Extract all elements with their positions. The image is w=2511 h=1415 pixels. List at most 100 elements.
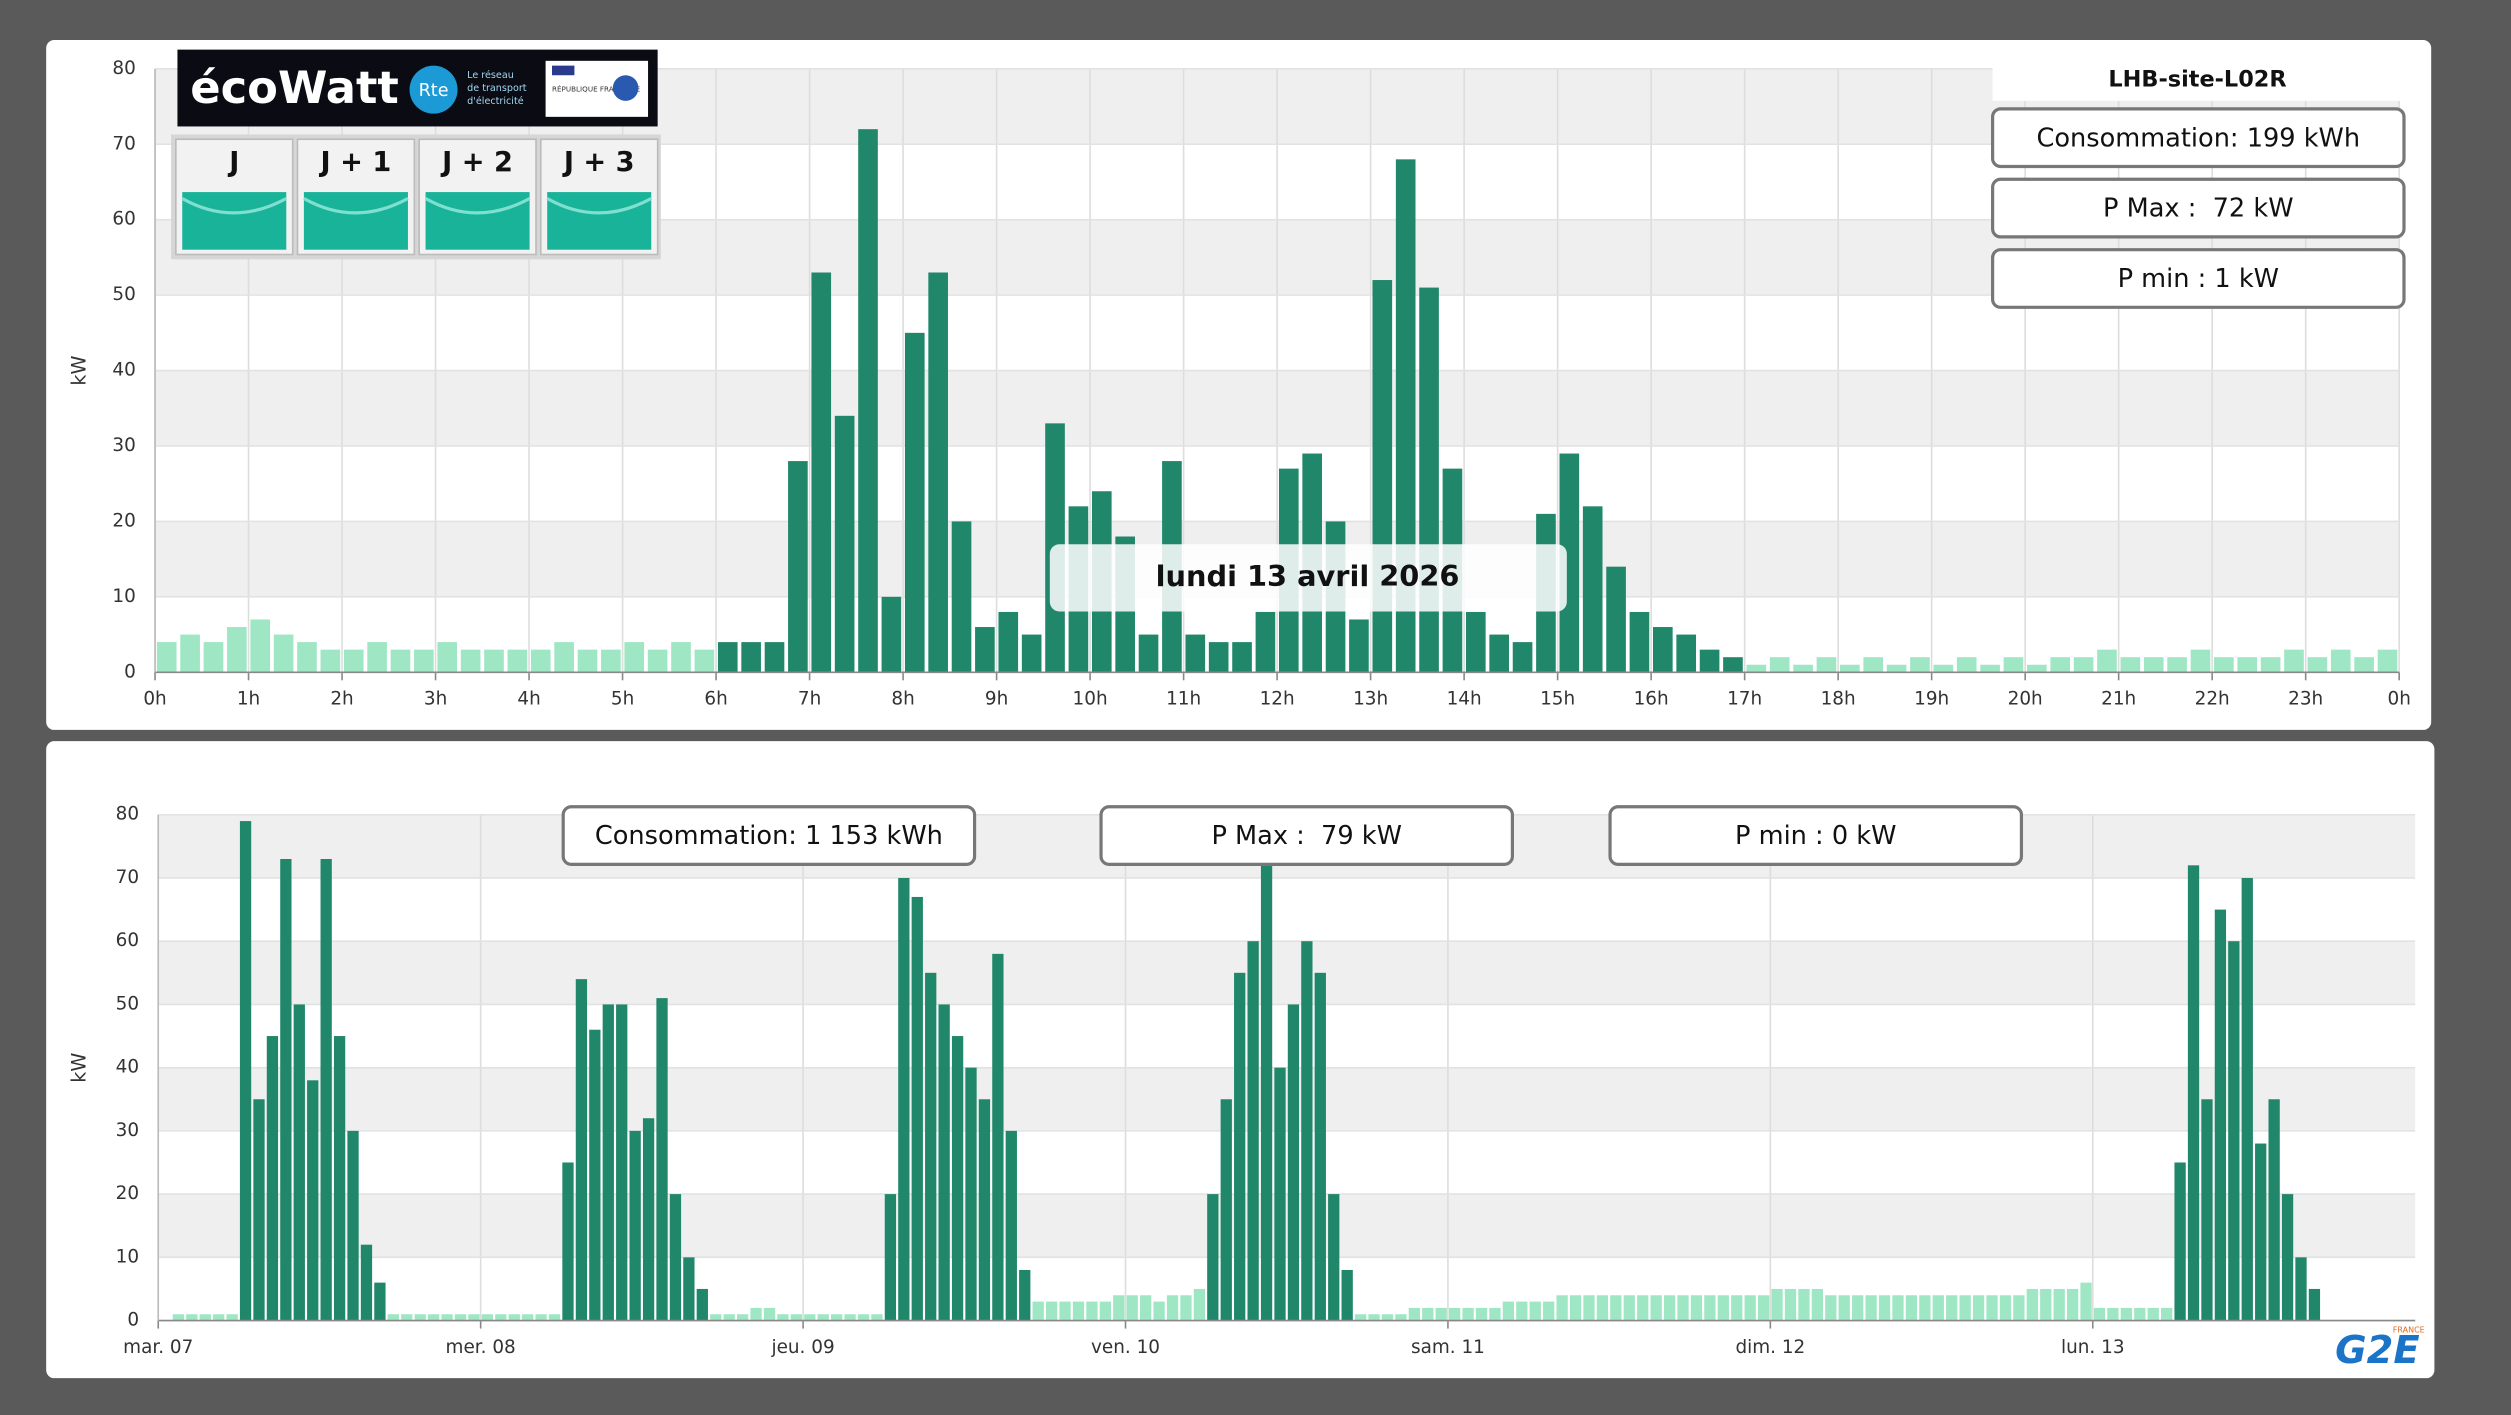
bar: [1676, 634, 1697, 673]
bar: [1045, 1301, 1058, 1321]
bar: [951, 521, 972, 673]
bar: [2330, 649, 2351, 673]
x-tick-label: 5h: [611, 688, 634, 709]
bar: [390, 649, 411, 673]
x-tick-label: 17h: [1727, 688, 1762, 709]
bar: [1247, 941, 1259, 1321]
bar: [2255, 1143, 2267, 1321]
bar: [2027, 664, 2047, 673]
x-tick-label: mar. 07: [123, 1337, 193, 1358]
bar: [253, 1099, 265, 1321]
bar: [1341, 1269, 1353, 1321]
bar: [1959, 1295, 1971, 1321]
bar: [156, 642, 177, 673]
forecast-days: J J + 1 J + 2 J + 3: [175, 138, 659, 256]
bar: [741, 642, 761, 673]
bar: [2080, 1282, 2092, 1321]
bar: [1892, 1295, 1904, 1321]
x-tick-label: 23h: [2288, 688, 2323, 709]
bar: [1569, 1295, 1582, 1321]
y-tick-label: 40: [116, 1057, 139, 1078]
bar: [199, 1314, 211, 1321]
bar: [904, 332, 925, 673]
bar: [437, 642, 458, 673]
bar: [1784, 1288, 1797, 1321]
stat-label: Consommation: 199 kWh: [2036, 123, 2360, 153]
bar: [2073, 657, 2094, 673]
bar: [239, 821, 252, 1321]
bar: [938, 1004, 950, 1321]
bar: [1529, 1301, 1541, 1321]
bar: [1769, 657, 1790, 673]
y-tick-label: 70: [116, 867, 139, 888]
bar: [2174, 1162, 2186, 1321]
bar: [2120, 1307, 2132, 1321]
bar: [881, 596, 902, 673]
stat-label: P min : 0 kW: [1735, 821, 1896, 851]
x-tick-label: sam. 11: [1411, 1337, 1485, 1358]
bar: [530, 649, 551, 673]
bar: [554, 642, 574, 673]
x-tick-label: 13h: [1353, 688, 1388, 709]
bar: [642, 1118, 655, 1321]
bar: [1771, 1288, 1783, 1321]
bar: [2268, 1099, 2280, 1321]
y-tick-label: 0: [124, 661, 136, 682]
bar: [1816, 657, 1837, 673]
bar: [1349, 619, 1369, 673]
bar: [1512, 642, 1533, 673]
bar: [2377, 649, 2398, 673]
bar: [1690, 1295, 1703, 1321]
bar: [2214, 909, 2227, 1321]
bar: [925, 972, 937, 1321]
bar: [1408, 1307, 1420, 1321]
bar: [694, 649, 715, 673]
x-tick-label: 16h: [1634, 688, 1669, 709]
ecowatt-brand: écoWatt: [190, 61, 399, 114]
bar: [1838, 1295, 1850, 1321]
bar: [831, 1314, 843, 1321]
bar: [1910, 657, 1930, 673]
grid-band: [158, 941, 2416, 1005]
x-tick-label: 14h: [1447, 688, 1482, 709]
bar: [1610, 1295, 1622, 1321]
bar: [577, 649, 598, 673]
x-tick-label: 8h: [891, 688, 914, 709]
bar: [1193, 1288, 1206, 1321]
bar: [1368, 1314, 1380, 1321]
bar: [1582, 506, 1603, 673]
bar: [2281, 1194, 2294, 1321]
bar: [1232, 642, 1252, 673]
stat-label: P min : 1 kW: [2118, 264, 2279, 294]
x-tick-label: 20h: [2008, 688, 2043, 709]
y-tick-label: 40: [112, 360, 135, 381]
bar: [1793, 664, 1813, 673]
stat-label: Consommation: 1 153 kWh: [595, 821, 943, 851]
bar: [764, 642, 785, 673]
x-tick-label: jeu. 09: [770, 1337, 834, 1358]
bar: [320, 649, 341, 673]
bar: [602, 1004, 614, 1321]
y-tick-label: 10: [112, 586, 135, 607]
date-label: lundi 13 avril 2026: [1156, 559, 1460, 593]
bar: [717, 642, 738, 673]
bar: [804, 1314, 816, 1321]
bar: [1462, 1307, 1474, 1321]
bar: [374, 1282, 386, 1321]
bar: [817, 1314, 829, 1321]
bar: [1138, 634, 1159, 673]
bar: [669, 1194, 682, 1321]
day-wave: [181, 197, 288, 215]
bar: [1381, 1314, 1394, 1321]
bar: [647, 649, 668, 673]
bar: [297, 642, 317, 673]
stat-label: P Max : 79 kW: [1211, 821, 1401, 851]
y-tick-label: 20: [116, 1183, 139, 1204]
x-tick-label: 10h: [1073, 688, 1108, 709]
bar: [1465, 611, 1486, 673]
bar: [1986, 1295, 1998, 1321]
bar: [2003, 657, 2024, 673]
day-label: J + 1: [319, 147, 392, 178]
rte-logo: [409, 65, 458, 114]
bar: [1166, 1295, 1179, 1321]
